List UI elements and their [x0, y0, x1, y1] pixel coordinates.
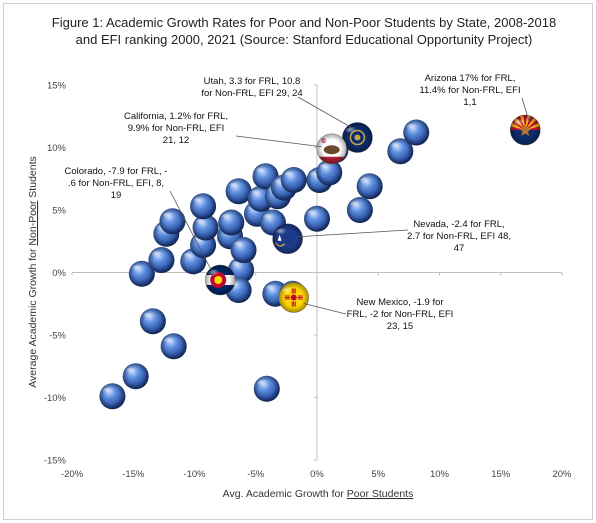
data-point: [230, 237, 257, 263]
annotation-text: Arizona 17% for FRL, 11.4% for Non-FRL, E…: [419, 73, 520, 108]
data-point: [304, 205, 330, 232]
annotation-new-mexico: New Mexico, -1.9 for FRL, -2 for Non-FRL,…: [303, 297, 454, 332]
x-axis-label: Avg. Academic Growth for Poor Students: [223, 488, 414, 500]
x-tick-label: -15%: [122, 469, 145, 480]
annotation-arizona: Arizona 17% for FRL, 11.4% for Non-FRL, E…: [419, 73, 530, 123]
data-point: [128, 260, 155, 287]
y-tick-label: -15%: [44, 456, 67, 467]
annotation-nevada: Nevada, -2.4 for FRL, 2.7 for Non-FRL, EF…: [297, 219, 511, 254]
annotation-utah: Utah, 3.3 for FRL, 10.8 for Non-FRL, EFI …: [201, 76, 352, 128]
data-point: [139, 308, 166, 335]
utah-flag-icon: [342, 122, 373, 153]
data-point: [122, 363, 149, 390]
x-tick-label: 10%: [430, 469, 450, 480]
data-point: [346, 197, 373, 223]
data-point: [99, 383, 126, 410]
x-tick-label: 20%: [552, 469, 572, 480]
y-tick-label: 15%: [47, 81, 67, 92]
leader-line: [297, 96, 352, 128]
arizona-flag-icon: [509, 114, 541, 146]
x-tick-label: 5%: [371, 469, 385, 480]
x-tick-label: -10%: [183, 469, 206, 480]
nevada-flag-icon: [272, 223, 303, 255]
data-point: [148, 247, 175, 273]
leader-line: [169, 190, 213, 273]
y-tick-label: 10%: [47, 143, 67, 154]
annotation-california: California, 1.2% for FRL, 9.9% for Non-FR…: [124, 111, 322, 148]
x-tick-label: 15%: [491, 469, 511, 480]
colorado-flag-icon: [204, 264, 236, 296]
y-axis-label: Average Academic Growth for Non-Poor Stu…: [27, 156, 39, 388]
annotation-text: Colorado, -7.9 for FRL, -.6 for Non-FRL,…: [65, 166, 168, 201]
x-tick-label: 0%: [310, 469, 324, 480]
annotation-colorado: Colorado, -7.9 for FRL, -.6 for Non-FRL,…: [65, 166, 213, 273]
y-tick-label: 0%: [52, 268, 66, 279]
annotation-text: Utah, 3.3 for FRL, 10.8 for Non-FRL, EFI …: [201, 76, 302, 99]
x-tick-label: -20%: [61, 469, 84, 480]
new-mexico-flag-icon: [278, 282, 310, 313]
x-tick-label: -5%: [247, 469, 264, 480]
leader-line: [521, 97, 530, 123]
data-point: [225, 178, 252, 205]
annotation-text: California, 1.2% for FRL, 9.9% for Non-FR…: [124, 111, 228, 146]
bubbles-group: [99, 119, 430, 410]
data-point: [160, 333, 187, 360]
axis-labels-group: Avg. Academic Growth for Poor Students A…: [27, 156, 413, 500]
chart-title: Figure 1: Academic Growth Rates for Poor…: [51, 15, 557, 47]
data-point: [190, 193, 217, 220]
data-point: [159, 208, 186, 235]
annotation-text: New Mexico, -1.9 for FRL, -2 for Non-FRL,…: [347, 297, 454, 332]
data-point: [387, 138, 414, 165]
data-point: [218, 209, 245, 236]
leader-line: [235, 135, 322, 148]
y-tick-label: 5%: [52, 206, 66, 217]
data-point: [253, 375, 280, 402]
annotation-text: Nevada, -2.4 for FRL, 2.7 for Non-FRL, EF…: [407, 219, 511, 254]
data-point: [403, 119, 430, 146]
flags-group: [204, 114, 541, 313]
data-point: [192, 214, 219, 241]
leader-line: [303, 303, 347, 315]
california-flag-icon: [316, 133, 348, 165]
y-tick-label: -5%: [49, 331, 66, 342]
leader-line: [297, 229, 409, 238]
data-point: [280, 167, 307, 193]
data-point: [356, 173, 383, 200]
chart-frame: Figure 1: Academic Growth Rates for Poor…: [3, 3, 593, 520]
data-point: [316, 159, 343, 186]
y-tick-label: -10%: [44, 393, 67, 404]
axes-group: -20% -15% -10% -5% 0% 5% 10% 15% 20% -15% -10% -5% 0…: [44, 81, 572, 481]
annotations-group: Arizona 17% for FRL, 11.4% for Non-FRL, E…: [65, 73, 530, 332]
